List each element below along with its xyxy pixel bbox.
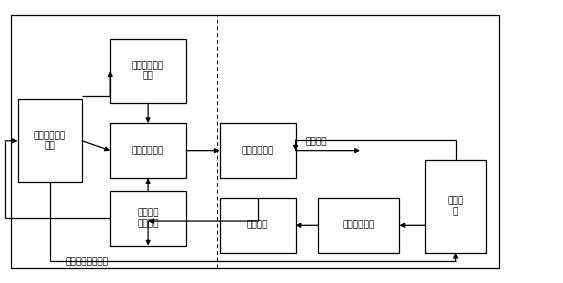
- Bar: [425, 160, 486, 253]
- Text: 脉宽选择模块: 脉宽选择模块: [242, 146, 274, 155]
- Bar: [110, 191, 186, 246]
- Text: 脉冲输出: 脉冲输出: [305, 137, 327, 146]
- Text: 固定标称晶振
模块: 固定标称晶振 模块: [132, 61, 164, 81]
- Bar: [11, 15, 499, 268]
- Text: 电压激励模块: 电压激励模块: [343, 221, 375, 230]
- Bar: [17, 99, 82, 182]
- Bar: [220, 198, 296, 253]
- Text: 压敏电容: 压敏电容: [247, 221, 269, 230]
- Bar: [318, 198, 399, 253]
- Text: 控制模
块: 控制模 块: [448, 197, 464, 216]
- Bar: [110, 39, 186, 104]
- Text: 频差调节
晶振模块: 频差调节 晶振模块: [137, 209, 159, 228]
- Text: 脉冲触发模块: 脉冲触发模块: [132, 146, 164, 155]
- Bar: [110, 123, 186, 178]
- Text: 时钟同步比较
模块: 时钟同步比较 模块: [34, 131, 66, 151]
- Bar: [220, 123, 296, 178]
- Text: 时钟同步信息反馈: 时钟同步信息反馈: [65, 258, 108, 267]
